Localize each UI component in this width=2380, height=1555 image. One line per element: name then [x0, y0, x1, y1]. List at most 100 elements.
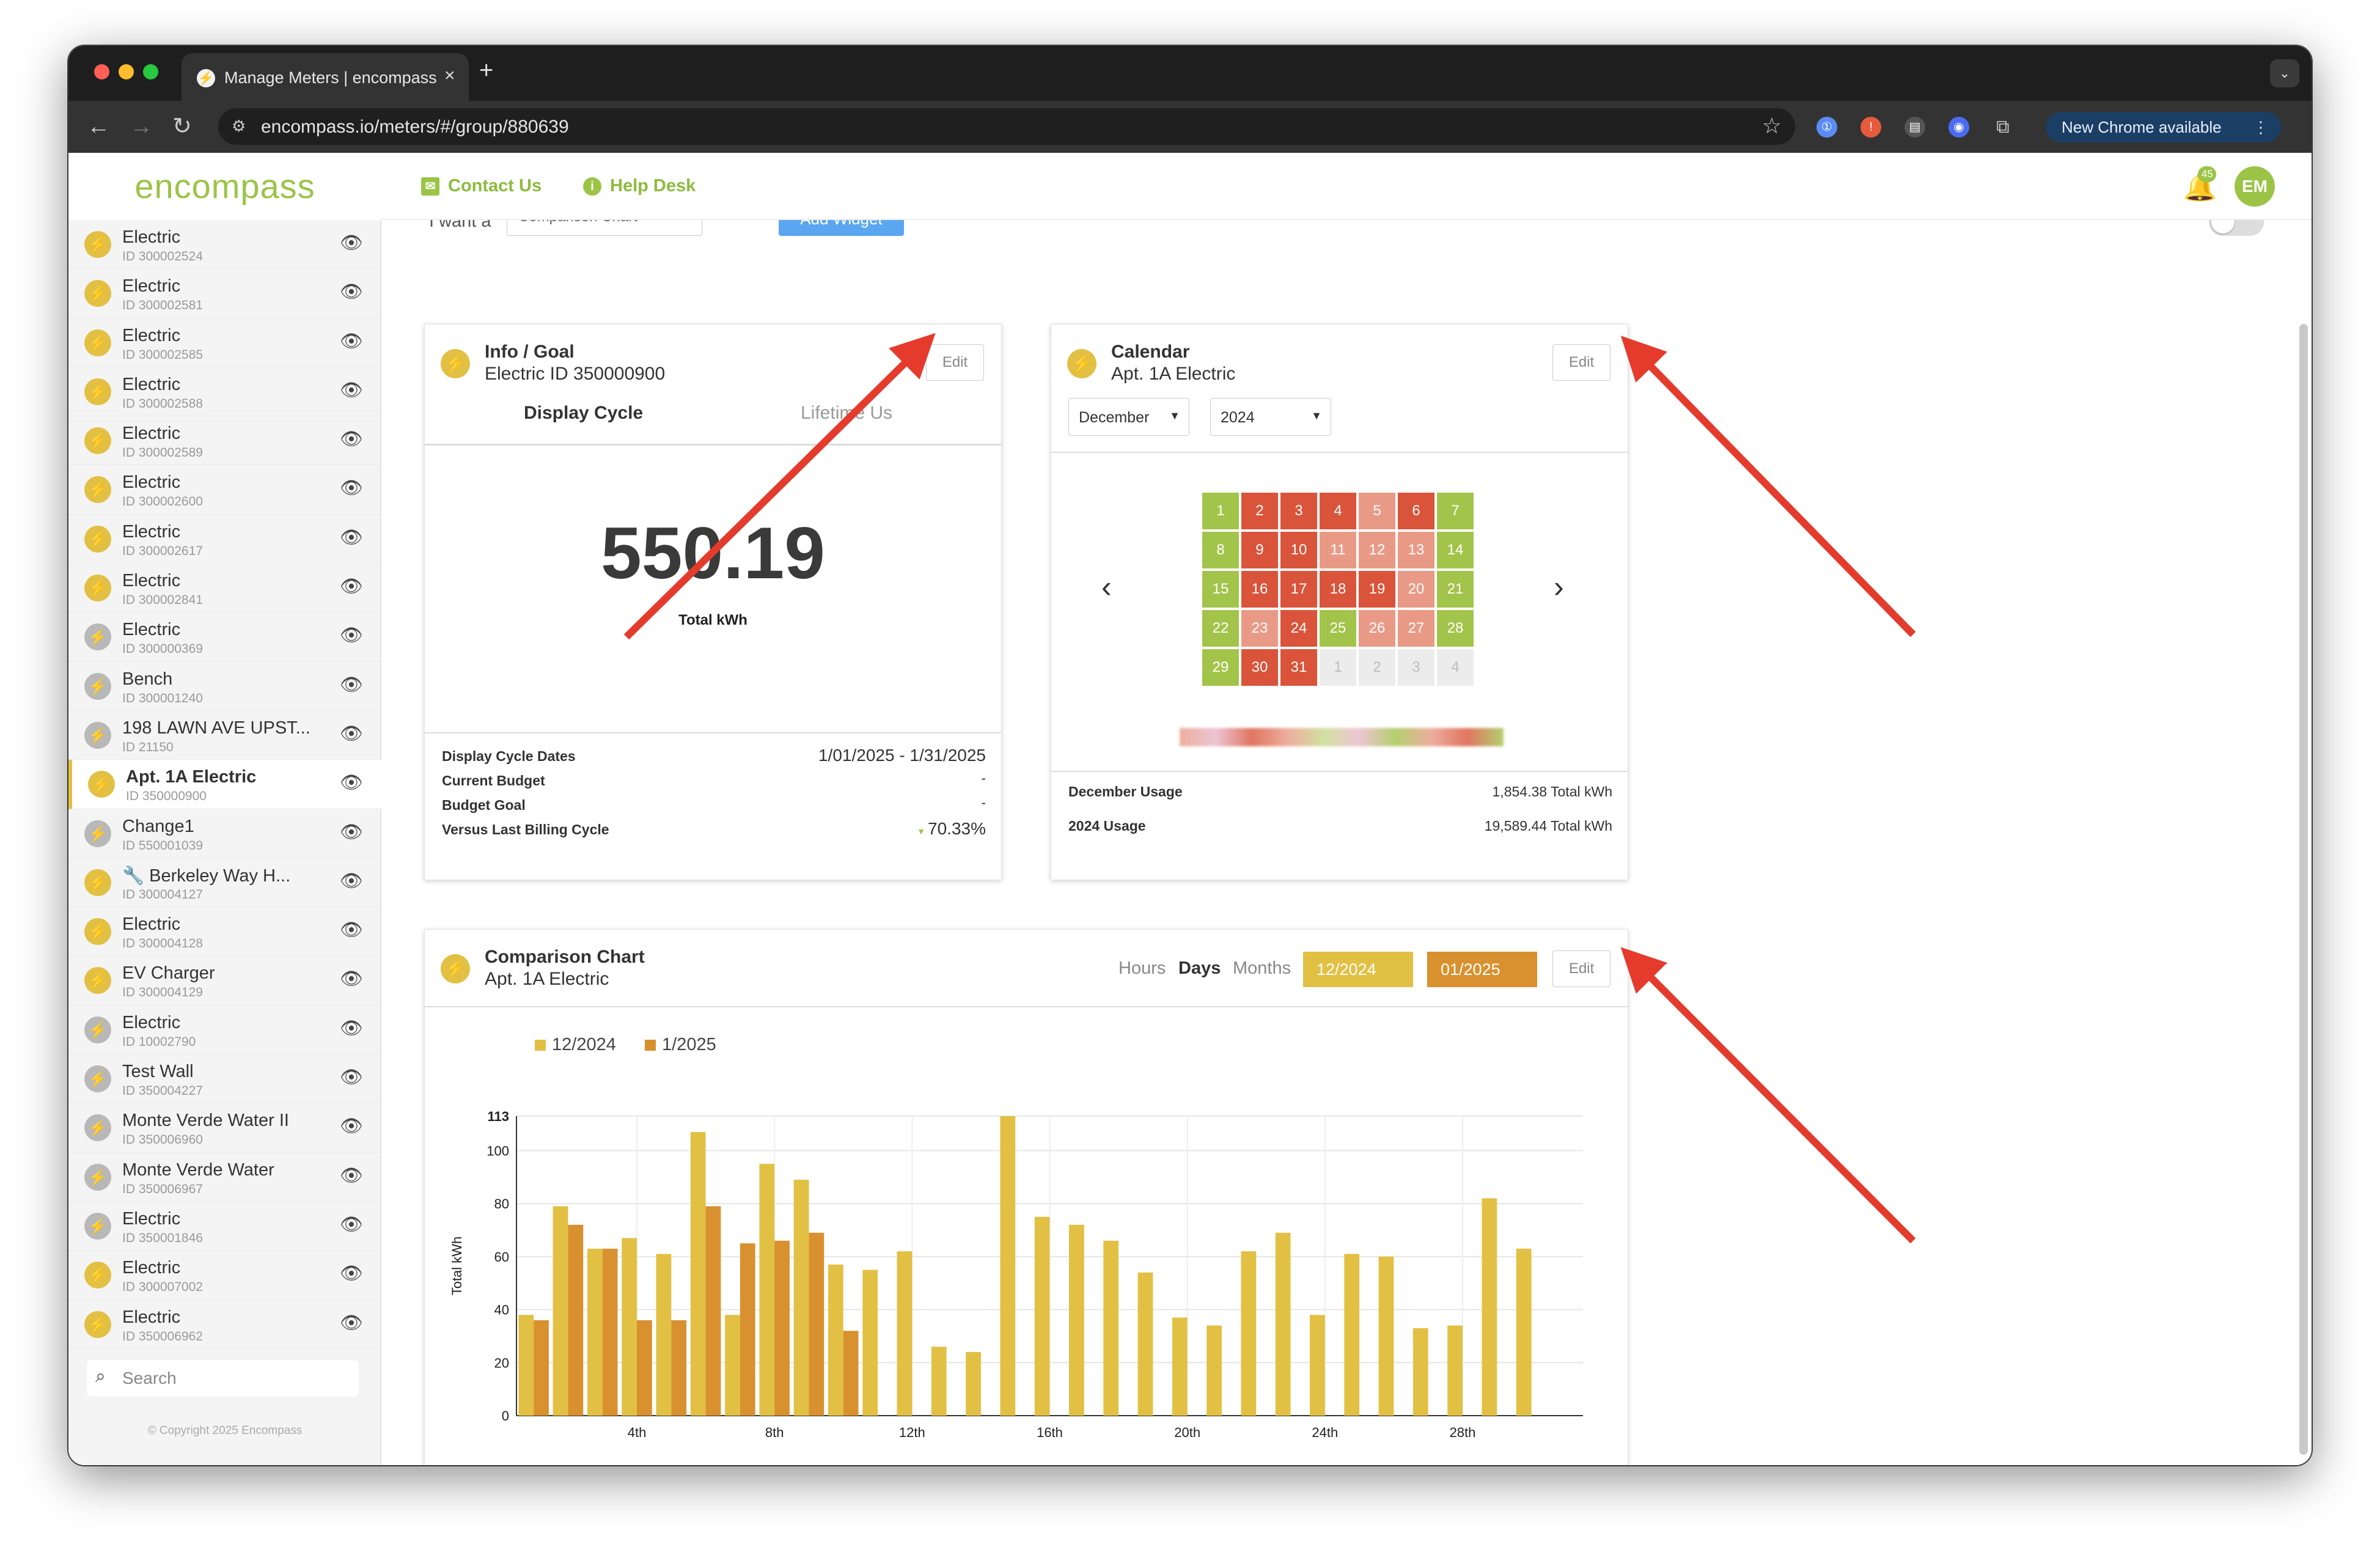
edit-button[interactable]: Edit — [1552, 950, 1611, 987]
close-window-button[interactable] — [94, 64, 109, 79]
chrome-menu-icon[interactable]: ⋮ — [2253, 118, 2269, 136]
visibility-eye-icon[interactable]: 👁 — [339, 233, 363, 253]
visibility-eye-icon[interactable]: 👁 — [339, 1214, 363, 1235]
new-tab-icon[interactable]: + — [479, 57, 494, 84]
maximize-window-button[interactable] — [143, 64, 158, 79]
edit-button[interactable]: Edit — [1552, 344, 1611, 381]
calendar-day[interactable]: 9 — [1241, 532, 1278, 568]
visibility-eye-icon[interactable]: 👁 — [339, 527, 363, 548]
notifications-bell-icon[interactable]: 🔔 45 — [2183, 166, 2217, 203]
visibility-eye-icon[interactable]: 👁 — [339, 822, 363, 842]
calendar-day[interactable]: 4 — [1320, 493, 1356, 529]
calendar-day[interactable]: 30 — [1241, 649, 1278, 686]
add-widget-button[interactable]: Add Widget — [779, 220, 904, 236]
meter-list-item[interactable]: ⚡ Electric ID 300004128 👁 — [68, 907, 381, 957]
visibility-eye-icon[interactable]: 👁 — [339, 1165, 363, 1186]
calendar-day[interactable]: 22 — [1202, 610, 1239, 647]
meter-search[interactable]: ⌕ Search — [87, 1360, 359, 1397]
forward-arrow-icon[interactable]: → — [130, 114, 153, 139]
calendar-day[interactable]: 25 — [1320, 610, 1356, 647]
calendar-day[interactable]: 18 — [1320, 571, 1356, 608]
visibility-eye-icon[interactable]: 👁 — [339, 429, 363, 450]
browser-tab[interactable]: ⚡ Manage Meters | encompass × — [182, 53, 469, 101]
visibility-eye-icon[interactable]: 👁 — [339, 331, 363, 351]
password-manager-icon[interactable]: ① — [1816, 117, 1837, 138]
calendar-day[interactable]: 3 — [1280, 493, 1317, 529]
calendar-day[interactable]: 21 — [1437, 571, 1474, 608]
minimize-window-button[interactable] — [119, 64, 134, 79]
hours-toggle[interactable]: Hours — [1118, 958, 1166, 978]
period-a-button[interactable]: 12/2024 — [1303, 952, 1413, 987]
visibility-eye-icon[interactable]: 👁 — [339, 625, 363, 646]
visibility-eye-icon[interactable]: 👁 — [339, 723, 363, 744]
meter-list-item[interactable]: ⚡ Electric ID 300002588 👁 — [68, 367, 381, 417]
search-input[interactable]: Search — [122, 1369, 177, 1388]
shield-extension-icon[interactable]: ! — [1860, 117, 1881, 138]
calendar-day[interactable]: 20 — [1398, 571, 1434, 608]
encompass-logo[interactable]: encompass — [68, 153, 381, 220]
bookmark-star-icon[interactable]: ☆ — [1761, 113, 1782, 138]
site-settings-icon[interactable]: ⚙ — [232, 117, 246, 135]
meter-list-item[interactable]: ⚡ Electric ID 300002617 👁 — [68, 515, 381, 564]
calendar-day[interactable]: 11 — [1320, 532, 1356, 568]
period-b-button[interactable]: 01/2025 — [1427, 952, 1537, 987]
calendar-day[interactable]: 3 — [1398, 649, 1434, 686]
visibility-eye-icon[interactable]: 👁 — [339, 282, 363, 303]
visibility-eye-icon[interactable]: 👁 — [339, 1067, 363, 1088]
meter-list-item[interactable]: ⚡ Monte Verde Water II ID 350006960 👁 — [68, 1103, 381, 1153]
meter-list-item[interactable]: ⚡ Electric ID 300002585 👁 — [68, 318, 381, 367]
meter-list-item[interactable]: ⚡ Electric ID 300002581 👁 — [68, 269, 381, 318]
calendar-day[interactable]: 1 — [1202, 493, 1239, 529]
visibility-eye-icon[interactable]: 👁 — [339, 773, 363, 793]
calendar-day[interactable]: 6 — [1398, 493, 1434, 529]
tab-search-chevron-icon[interactable]: ⌄ — [2270, 59, 2299, 87]
edit-button[interactable]: Edit — [926, 344, 984, 381]
calendar-day[interactable]: 23 — [1241, 610, 1278, 647]
next-month-chevron-icon[interactable]: › — [1554, 570, 1564, 604]
calendar-day[interactable]: 4 — [1437, 649, 1474, 686]
calendar-day[interactable]: 14 — [1437, 532, 1474, 568]
calendar-day[interactable]: 15 — [1202, 571, 1239, 608]
calendar-day[interactable]: 17 — [1280, 571, 1317, 608]
visibility-eye-icon[interactable]: 👁 — [339, 674, 363, 695]
calendar-day[interactable]: 31 — [1280, 649, 1317, 686]
meter-list-item[interactable]: ⚡ Electric ID 300002600 👁 — [68, 465, 381, 515]
extensions-puzzle-icon[interactable]: ⧉ — [1996, 117, 2010, 137]
visibility-eye-icon[interactable]: 👁 — [339, 920, 363, 941]
year-select[interactable]: 2024 ▼ — [1210, 398, 1331, 436]
meter-list-item[interactable]: ⚡ 🔧 Berkeley Way H... ID 300004127 👁 — [68, 858, 381, 908]
meter-list-item[interactable]: ⚡ Apt. 1A Electric ID 350000900 👁 — [68, 760, 381, 809]
calendar-day[interactable]: 29 — [1202, 649, 1239, 686]
calendar-day[interactable]: 1 — [1320, 649, 1356, 686]
prev-month-chevron-icon[interactable]: ‹ — [1101, 570, 1112, 604]
meter-list-item[interactable]: ⚡ Electric ID 10002790 👁 — [68, 1005, 381, 1055]
calendar-day[interactable]: 7 — [1437, 493, 1474, 529]
days-toggle[interactable]: Days — [1178, 958, 1221, 978]
visibility-eye-icon[interactable]: 👁 — [339, 870, 363, 891]
meter-list-item[interactable]: ⚡ Electric ID 300007002 👁 — [68, 1251, 381, 1300]
visibility-eye-icon[interactable]: 👁 — [339, 1116, 363, 1137]
calendar-day[interactable]: 2 — [1359, 649, 1395, 686]
tab-close-icon[interactable]: × — [444, 65, 455, 86]
tab-display-cycle[interactable]: Display Cycle — [524, 403, 644, 423]
calendar-day[interactable]: 26 — [1359, 610, 1395, 647]
reader-extension-icon[interactable]: ▤ — [1904, 117, 1925, 138]
calendar-day[interactable]: 16 — [1241, 571, 1278, 608]
meter-list-item[interactable]: ⚡ Electric ID 300000369 👁 — [68, 612, 381, 662]
visibility-eye-icon[interactable]: 👁 — [339, 478, 363, 499]
toggle-switch[interactable] — [2209, 220, 2264, 236]
months-toggle[interactable]: Months — [1233, 958, 1291, 978]
widget-type-select[interactable]: Comparison Chart — [507, 220, 702, 236]
visibility-eye-icon[interactable]: 👁 — [339, 969, 363, 990]
meter-list-item[interactable]: ⚡ Test Wall ID 350004227 👁 — [68, 1054, 381, 1104]
month-select[interactable]: December ▼ — [1068, 398, 1189, 436]
calendar-day[interactable]: 27 — [1398, 610, 1434, 647]
meter-list-item[interactable]: ⚡ Bench ID 300001240 👁 — [68, 662, 381, 711]
address-bar[interactable]: ⚙ encompass.io/meters/#/group/880639 ☆ — [218, 108, 1795, 145]
contact-us-link[interactable]: ✉ Contact Us — [421, 176, 542, 196]
calendar-day[interactable]: 5 — [1359, 493, 1395, 529]
calendar-day[interactable]: 24 — [1280, 610, 1317, 647]
meter-list-item[interactable]: ⚡ Electric ID 350001846 👁 — [68, 1202, 381, 1251]
calendar-day[interactable]: 8 — [1202, 532, 1239, 568]
visibility-eye-icon[interactable]: 👁 — [339, 1018, 363, 1039]
